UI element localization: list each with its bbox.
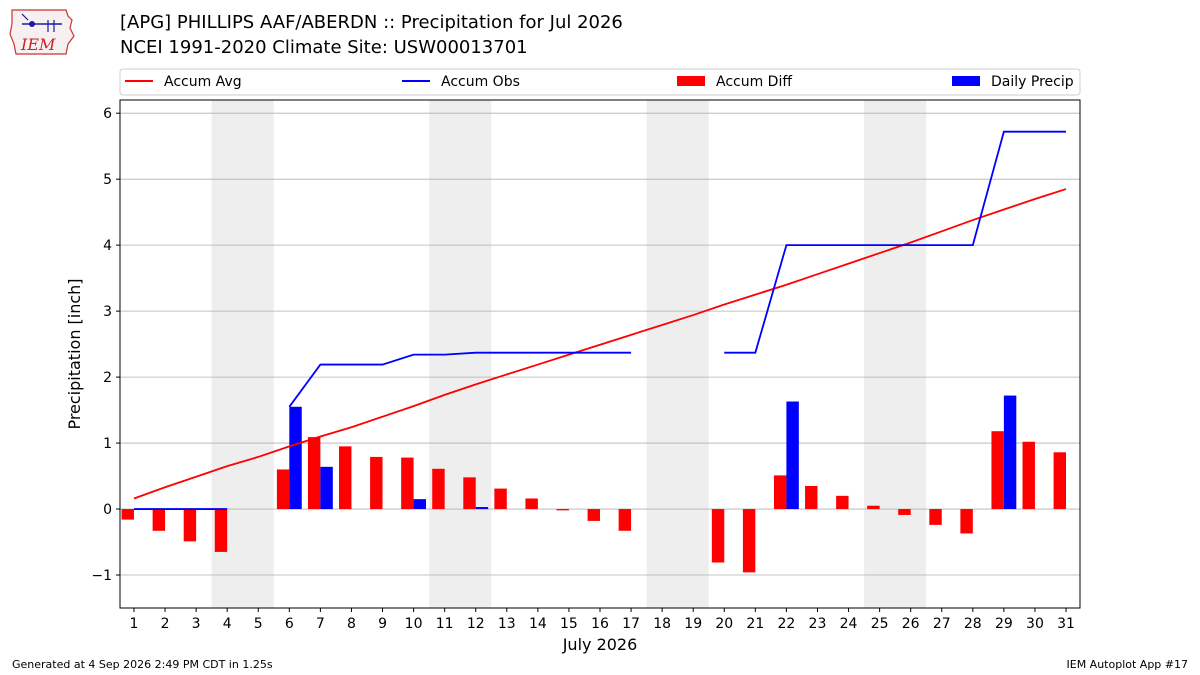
y-tick-label: 4 (103, 238, 112, 254)
generated-timestamp: Generated at 4 Sep 2026 2:49 PM CDT in 1… (12, 658, 273, 671)
accum-diff-bar (556, 509, 569, 511)
accum-diff-bar (805, 485, 818, 510)
accum-diff-bar (401, 457, 414, 510)
legend-label: Daily Precip (991, 74, 1074, 90)
accum-diff-bar (121, 509, 134, 520)
accum-diff-bar (867, 505, 880, 510)
x-tick-label: 23 (809, 616, 827, 632)
x-tick-label: 9 (378, 616, 387, 632)
x-tick-label: 31 (1057, 616, 1075, 632)
accum-diff-bar (370, 456, 383, 510)
daily-precip-bar (413, 499, 427, 510)
y-tick-label: 1 (103, 436, 112, 452)
weekend-shade (864, 100, 927, 608)
accum-diff-bar (960, 509, 973, 534)
accum-diff-bar (773, 475, 787, 510)
x-tick-label: 6 (285, 616, 294, 632)
x-tick-label: 30 (1026, 616, 1044, 632)
accum-obs-line (288, 351, 632, 408)
accum-diff-bar (836, 495, 849, 510)
daily-precip-bar (475, 507, 489, 510)
accum-diff-bar (494, 488, 507, 510)
legend-label: Accum Avg (164, 74, 242, 90)
accum-diff-bar (525, 498, 538, 510)
x-tick-label: 22 (777, 616, 795, 632)
x-tick-label: 5 (254, 616, 263, 632)
legend-swatch-accum-diff (677, 76, 705, 86)
x-tick-label: 2 (161, 616, 170, 632)
accum-diff-bar (307, 437, 321, 510)
x-tick-label: 18 (653, 616, 671, 632)
weekend-shade (646, 100, 709, 608)
daily-precip-bar (1003, 395, 1017, 510)
x-tick-label: 16 (591, 616, 609, 632)
daily-precip-bar (289, 406, 302, 510)
x-tick-label: 21 (746, 616, 764, 632)
x-tick-label: 19 (684, 616, 702, 632)
iem-logo: IEM (8, 6, 78, 58)
y-tick-label: 5 (103, 172, 112, 188)
accum-diff-bar (183, 509, 197, 542)
x-tick-label: 8 (347, 616, 356, 632)
legend-label: Accum Obs (441, 74, 520, 90)
daily-precip-bar (320, 466, 333, 510)
accum-diff-bar (991, 431, 1004, 510)
accum-diff-bar (214, 509, 228, 552)
accum-diff-bar (898, 509, 911, 515)
legend-label: Accum Diff (716, 74, 792, 90)
x-tick-label: 7 (316, 616, 325, 632)
legend: Accum Avg Accum Obs Accum Diff Daily Precip (119, 68, 1081, 96)
y-tick-label: 3 (103, 304, 112, 320)
accum-diff-bar (1053, 452, 1067, 510)
y-tick-label: 0 (103, 502, 112, 518)
accum-diff-bar (711, 509, 725, 563)
x-tick-label: 4 (223, 616, 232, 632)
x-tick-label: 13 (498, 616, 516, 632)
accum-diff-bar (929, 509, 942, 525)
x-tick-label: 27 (933, 616, 951, 632)
accum-obs-line (724, 130, 1067, 354)
svg-text:IEM: IEM (20, 35, 56, 54)
chart-title: [APG] PHILLIPS AAF/ABERDN :: Precipitati… (120, 12, 623, 33)
x-tick-label: 25 (871, 616, 889, 632)
app-label: IEM Autoplot App #17 (1066, 658, 1189, 671)
x-tick-label: 12 (467, 616, 485, 632)
accum-diff-bar (432, 468, 445, 510)
accum-diff-bar (587, 509, 600, 521)
accum-diff-bar (463, 477, 476, 510)
y-axis-label: Precipitation [inch] (65, 278, 84, 429)
accum-diff-bar (742, 509, 756, 573)
x-tick-label: 26 (902, 616, 920, 632)
x-tick-label: 20 (715, 616, 733, 632)
legend-box (119, 68, 1081, 96)
chart-subtitle: NCEI 1991-2020 Climate Site: USW00013701 (120, 37, 528, 58)
daily-precip-bar (786, 401, 799, 510)
x-tick-label: 11 (436, 616, 454, 632)
x-tick-label: 17 (622, 616, 640, 632)
x-tick-label: 10 (405, 616, 423, 632)
accum-diff-bar (1022, 441, 1035, 510)
x-tick-label: 15 (560, 616, 578, 632)
accum-diff-bar (152, 509, 166, 531)
x-tick-label: 29 (995, 616, 1013, 632)
x-tick-label: 3 (192, 616, 201, 632)
x-tick-label: 28 (964, 616, 982, 632)
x-tick-label: 1 (130, 616, 139, 632)
x-tick-label: 14 (529, 616, 547, 632)
legend-swatch-daily-precip (952, 76, 980, 86)
accum-diff-bar (276, 469, 290, 510)
y-tick-label: 2 (103, 370, 112, 386)
accum-avg-line (133, 188, 1067, 500)
accum-diff-bar (339, 446, 352, 510)
accum-diff-bar (618, 509, 632, 531)
x-tick-label: 24 (840, 616, 858, 632)
x-axis-label: July 2026 (562, 635, 638, 654)
y-tick-label: 6 (103, 106, 112, 122)
y-tick-label: −1 (91, 568, 112, 584)
